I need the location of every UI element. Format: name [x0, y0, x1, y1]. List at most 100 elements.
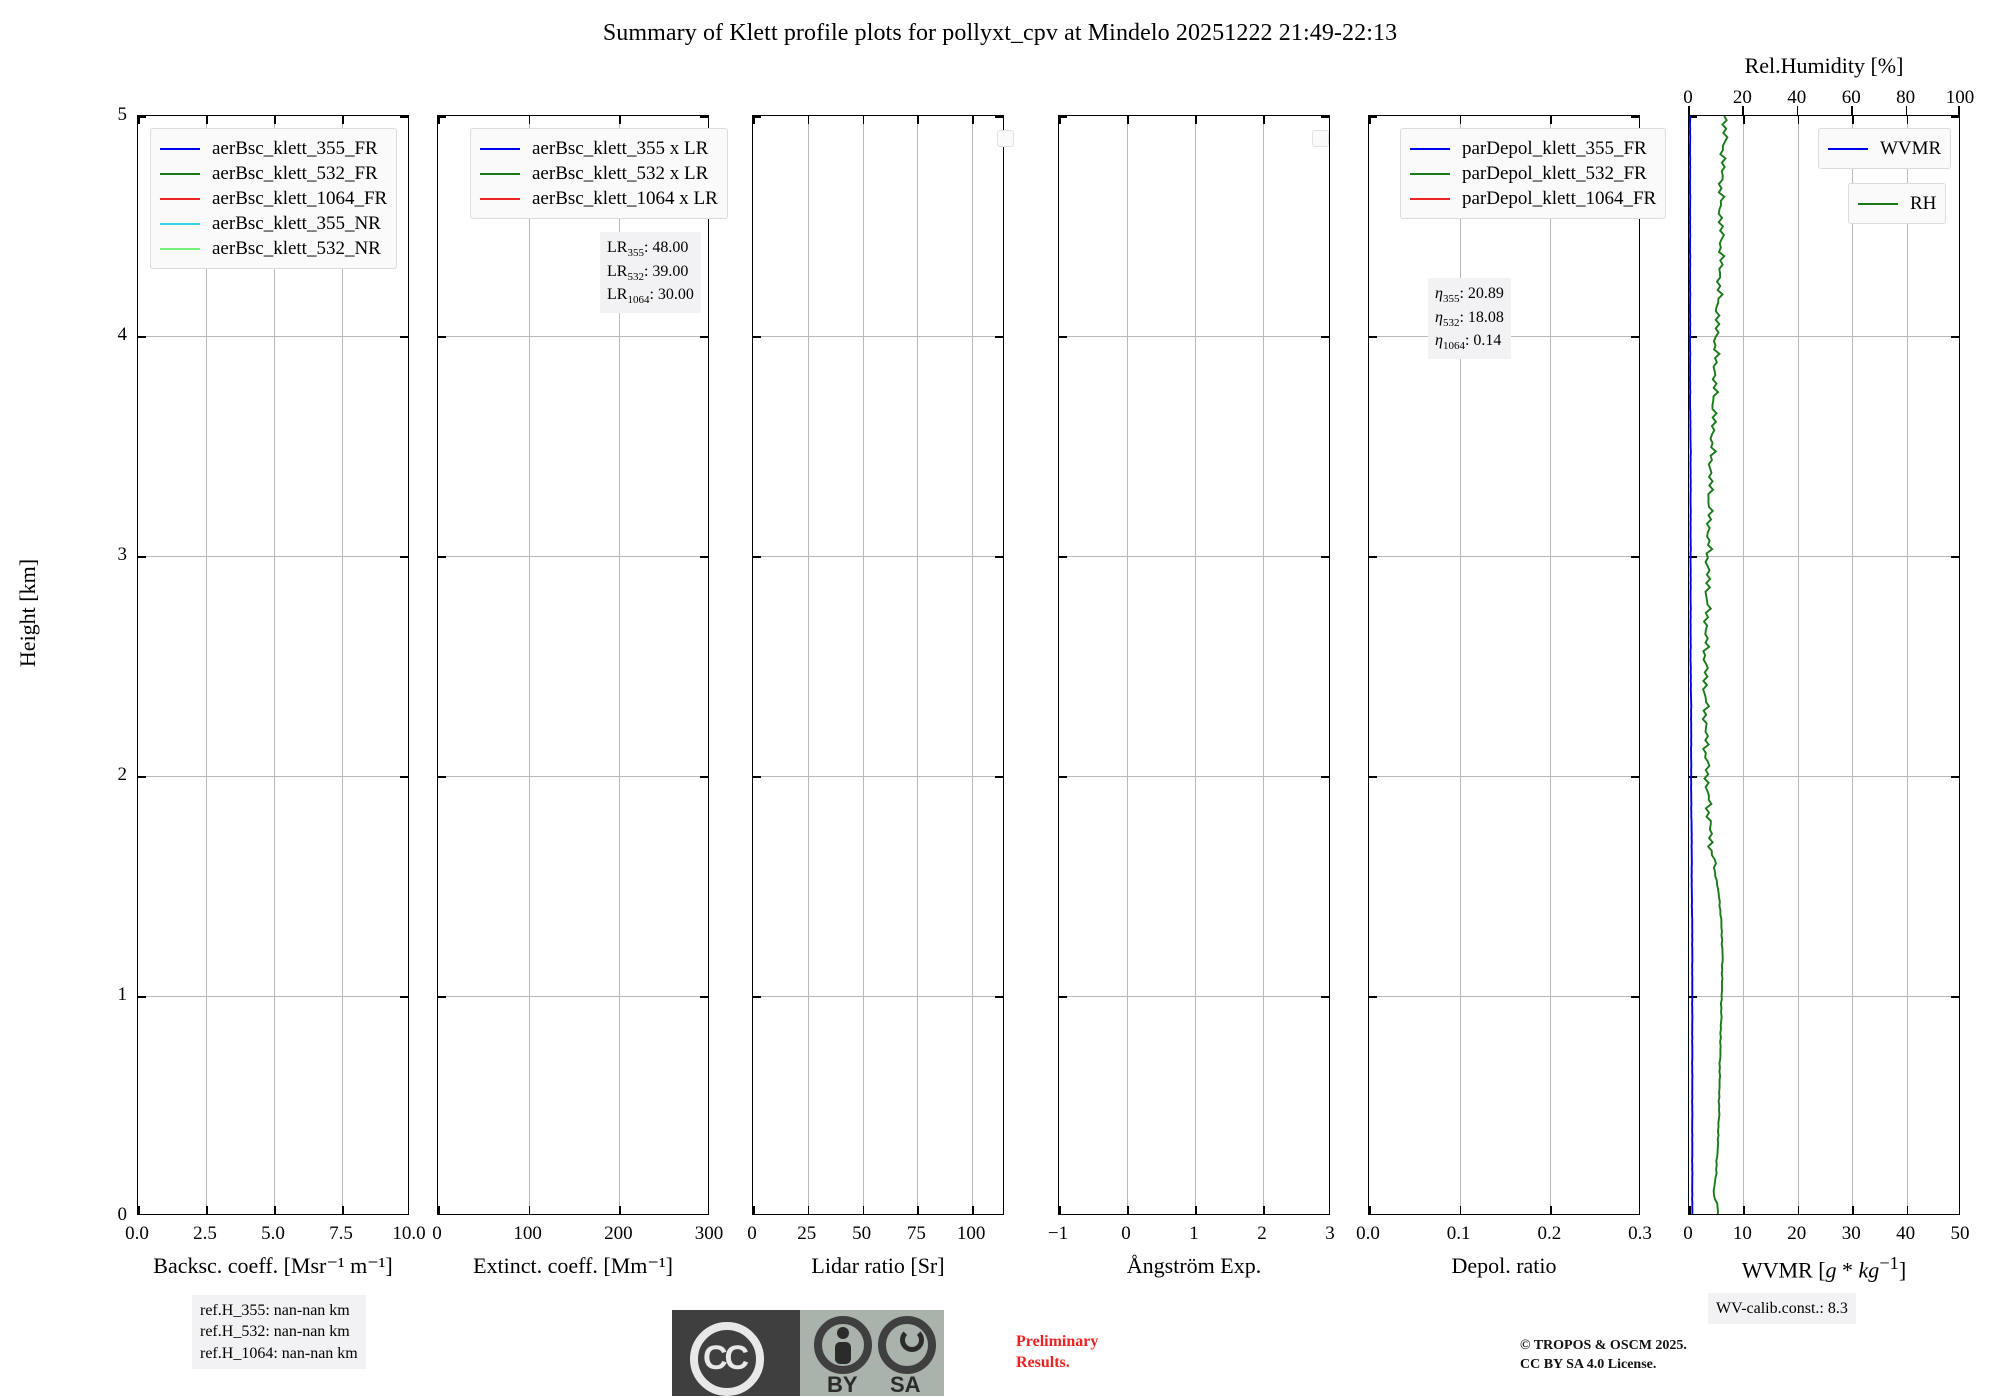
x-tick-mark-top: [1459, 116, 1462, 124]
info-row: LR532: 39.00: [607, 262, 689, 283]
x-axis-label-depolarization-ratio: Depol. ratio: [1451, 1253, 1557, 1278]
legend-entry: aerBsc_klett_532 x LR: [480, 161, 718, 186]
x-tick-label: 0.2: [1537, 1223, 1562, 1244]
empty-legend-box-lidar-ratio: [997, 130, 1014, 147]
gridline-horizontal: [438, 996, 708, 997]
x-tick-mark: [1743, 1206, 1745, 1214]
y-tick-mark: [1059, 116, 1067, 118]
curve-rh: [1701, 116, 1729, 1214]
y-tick-mark: [438, 1214, 446, 1215]
legend-color-swatch: [480, 172, 520, 175]
y-tick-mark-right: [700, 116, 708, 118]
x-tick-label-top: 20: [1732, 87, 1752, 108]
x-tick-label-top: 80: [1896, 87, 1916, 108]
y-tick-mark: [1369, 1214, 1377, 1215]
legend-color-swatch: [160, 247, 200, 250]
gridline-vertical: [917, 116, 919, 1214]
y-tick-mark-right: [700, 556, 708, 558]
x-tick-label: 0: [747, 1223, 757, 1244]
info-row: LR355: 48.00: [607, 239, 689, 260]
legend-color-swatch: [160, 197, 200, 200]
legend-color-swatch: [160, 147, 200, 150]
gridline-horizontal: [753, 776, 1003, 777]
y-tick-mark-right: [400, 116, 408, 118]
y-tick-mark: [1369, 776, 1377, 778]
x-tick-mark-top: [753, 116, 755, 124]
legend-entry: aerBsc_klett_355 x LR: [480, 136, 718, 161]
y-tick-mark: [1369, 116, 1377, 118]
y-tick-mark: [1059, 556, 1067, 558]
panel-lidar-ratio: 0 25 50 75 100 Lidar ratio [Sr]: [747, 115, 1004, 1278]
x-tick-mark-top: [1959, 116, 1960, 124]
x-tick-mark: [206, 1206, 208, 1214]
y-tick-mark: [1059, 1214, 1067, 1215]
y-tick-mark: [138, 776, 146, 778]
x-tick-label: 2: [1257, 1223, 1267, 1244]
x-tick-mark: [807, 1206, 810, 1214]
gridline-vertical: [619, 116, 621, 1214]
gridline-vertical: [1797, 116, 1799, 1214]
x-tick-label: 20: [1787, 1223, 1807, 1244]
x-tick-mark-top-outer: [1851, 106, 1853, 115]
legend-entry: aerBsc_klett_1064_FR: [160, 186, 387, 211]
gridline-horizontal: [1369, 556, 1639, 557]
legend-label: aerBsc_klett_532 x LR: [532, 162, 709, 184]
x-tick-mark-top-outer: [1958, 106, 1960, 115]
x-tick-mark: [1959, 1206, 1960, 1214]
page-title: Summary of Klett profile plots for polly…: [602, 20, 1398, 46]
x-tick-mark-top: [1743, 116, 1745, 124]
y-tick-mark-right: [400, 556, 408, 558]
y-tick-mark-right: [700, 996, 708, 998]
x-tick-label: 100: [513, 1223, 542, 1244]
x-tick-mark: [1263, 1206, 1265, 1214]
gridline-vertical: [1263, 116, 1264, 1214]
plot-area-wvmr-rh: [1688, 115, 1960, 1215]
gridline-horizontal: [1689, 556, 1959, 557]
x-tick-mark-top: [438, 116, 440, 124]
legend-entry: RH: [1858, 191, 1936, 216]
person-body-icon: [835, 1342, 851, 1364]
y-tick-mark: [1059, 996, 1067, 998]
x-tick-label: 200: [604, 1223, 633, 1244]
y-tick-mark: [753, 116, 761, 118]
x-tick-mark-top: [528, 116, 531, 124]
x-axis-label-top-wvmr-rh: Rel.Humidity [%]: [1744, 53, 1904, 78]
panel-angstrom-exponent: −1 0 1 2 3 Ångström Exp.: [1048, 115, 1335, 1278]
x-tick-label: 10.0: [392, 1223, 426, 1244]
y-tick-mark: [138, 556, 146, 558]
wv-calib-text: WV-calib.const.: 8.3: [1716, 1300, 1848, 1317]
x-tick-label: 0.3: [1628, 1223, 1652, 1244]
x-tick-mark-top: [1329, 116, 1330, 124]
legend-color-swatch: [160, 222, 200, 225]
y-tick-mark: [138, 1214, 146, 1215]
legend-label: parDepol_klett_355_FR: [1462, 137, 1647, 159]
x-tick-mark-top-outer: [1688, 106, 1690, 115]
legend-color-swatch: [480, 197, 520, 200]
y-tick-label: 4: [117, 324, 128, 345]
x-tick-mark-top: [138, 116, 140, 124]
x-tick-mark-top: [1639, 116, 1640, 124]
info-row: LR1064: 30.00: [607, 286, 694, 307]
x-tick-mark: [1689, 1206, 1691, 1214]
legend-entry: parDepol_klett_355_FR: [1410, 136, 1656, 161]
x-tick-mark: [917, 1206, 919, 1214]
gridline-vertical: [206, 116, 207, 1214]
curve-wvmr: [1689, 116, 1694, 1214]
y-tick-mark: [1369, 556, 1377, 558]
x-tick-label: 0.1: [1446, 1223, 1471, 1244]
y-tick-mark: [753, 336, 761, 338]
cc-logo-letters: CC: [703, 1339, 749, 1377]
x-tick-label: −1: [1047, 1223, 1069, 1244]
y-tick-mark-right: [995, 556, 1003, 558]
x-tick-label: 50: [852, 1223, 872, 1244]
y-tick-mark-right: [1631, 116, 1639, 118]
legend-label: aerBsc_klett_355 x LR: [532, 137, 709, 159]
legend-entry: parDepol_klett_1064_FR: [1410, 186, 1656, 211]
y-tick-label: 1: [117, 984, 128, 1005]
y-tick-mark-right: [1951, 1214, 1959, 1215]
y-tick-mark-right: [1951, 116, 1959, 118]
gridline-vertical: [972, 116, 974, 1214]
legend-label: WVMR: [1880, 137, 1942, 159]
x-tick-label: 1: [1189, 1223, 1199, 1244]
legend-entry: aerBsc_klett_532_FR: [160, 161, 387, 186]
